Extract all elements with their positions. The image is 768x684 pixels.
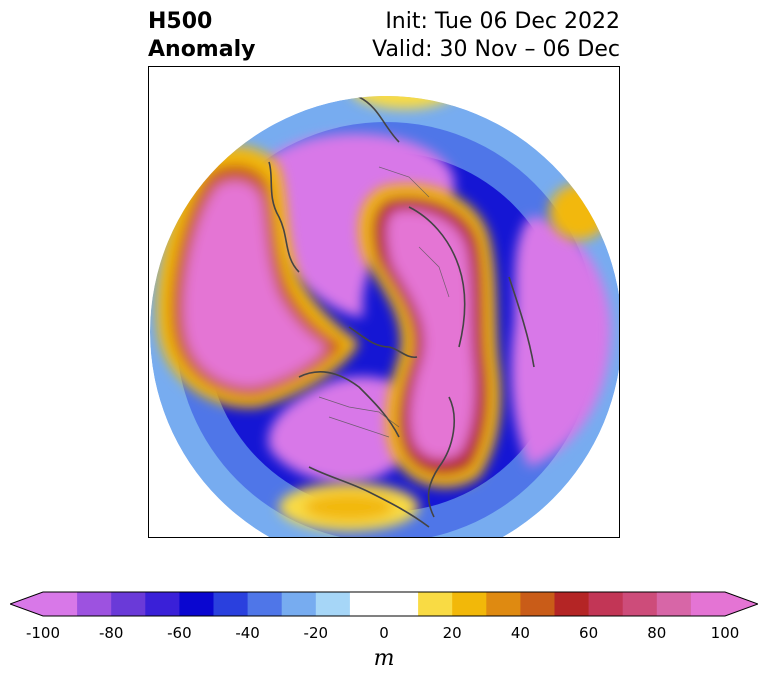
colorbar-segment bbox=[656, 592, 692, 616]
negative-anomaly-atlantic bbox=[511, 217, 611, 467]
colorbar-segment bbox=[554, 592, 590, 616]
colorbar-segment bbox=[690, 592, 726, 616]
colorbar-tick-label: -80 bbox=[98, 624, 124, 642]
colorbar-tick-label: -40 bbox=[235, 624, 260, 642]
colorbar-segment bbox=[520, 592, 555, 616]
colorbar-tick-label: 80 bbox=[647, 624, 667, 642]
plot-title-left: H500 Anomaly bbox=[148, 8, 255, 64]
anomaly-map bbox=[150, 96, 619, 537]
negative-anomaly-north-america bbox=[258, 133, 455, 317]
map-panel bbox=[148, 66, 620, 538]
colorbar-tick-label: 100 bbox=[710, 624, 740, 642]
colorbar-segment bbox=[349, 592, 419, 616]
colorbar-segment bbox=[588, 592, 624, 616]
colorbar-segment bbox=[486, 592, 521, 616]
colorbar-outline bbox=[10, 591, 758, 617]
positive-anomaly-polar-core bbox=[386, 209, 476, 460]
positive-anomaly-top bbox=[349, 96, 459, 109]
colorbar-tick-label: -100 bbox=[25, 624, 61, 642]
colorbar-tick-label: 20 bbox=[442, 624, 462, 642]
colorbar-tick-label: 40 bbox=[510, 624, 530, 642]
colorbar-segment bbox=[622, 592, 658, 616]
positive-anomaly-pacific-core bbox=[183, 181, 327, 388]
title-anomaly: Anomaly bbox=[148, 37, 256, 62]
colorbar bbox=[10, 591, 758, 617]
colorbar-tick-label: -60 bbox=[167, 624, 192, 642]
colorbar-segment bbox=[77, 592, 112, 616]
positive-anomaly-east bbox=[549, 184, 609, 240]
colorbar-extend-low bbox=[10, 592, 43, 616]
colorbar-segment bbox=[179, 592, 214, 616]
colorbar-unit-label: m bbox=[373, 646, 395, 671]
colorbar-segment bbox=[247, 592, 283, 616]
colorbar-extend-high bbox=[725, 592, 758, 616]
colorbar-segment bbox=[111, 592, 146, 616]
colorbar-segment bbox=[281, 592, 317, 616]
colorbar-segment bbox=[452, 592, 487, 616]
valid-range-label: Valid: 30 Nov – 06 Dec bbox=[372, 37, 620, 62]
colorbar-tick-label: 0 bbox=[379, 624, 389, 642]
title-variable: H500 bbox=[148, 9, 213, 34]
colorbar-segment bbox=[145, 592, 180, 616]
plot-title-right: Init: Tue 06 Dec 2022 Valid: 30 Nov – 06… bbox=[372, 8, 620, 64]
colorbar-ticks: -100 -80 -60 -40 -20 0 20 40 60 80 100 bbox=[0, 624, 768, 644]
colorbar-tick-label: 60 bbox=[579, 624, 599, 642]
negative-anomaly-asia bbox=[268, 376, 421, 483]
colorbar-segment bbox=[315, 592, 351, 616]
colorbar-segment bbox=[418, 592, 453, 616]
positive-anomaly-bottom-core bbox=[304, 493, 394, 521]
colorbar-tick-label: -20 bbox=[303, 624, 329, 642]
colorbar-segment bbox=[213, 592, 249, 616]
colorbar-segment bbox=[43, 592, 78, 616]
init-time-label: Init: Tue 06 Dec 2022 bbox=[385, 9, 620, 34]
